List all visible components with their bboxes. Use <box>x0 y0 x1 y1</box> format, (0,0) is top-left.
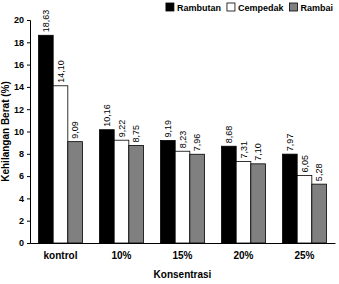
x-tick-label: kontrol <box>44 250 78 261</box>
bar <box>161 141 176 243</box>
y-tick-label: 6 <box>19 171 24 181</box>
y-tick-mark <box>27 243 30 244</box>
legend-swatch <box>166 3 174 11</box>
y-axis: 0 2 4 6 8 10 12 14 16 18 20 <box>14 15 31 248</box>
bar <box>39 35 54 243</box>
y-tick-mark <box>27 109 30 110</box>
y-tick-label: 2 <box>19 216 24 226</box>
bar <box>68 142 83 243</box>
bar <box>312 184 327 243</box>
y-tick-mark <box>27 154 30 155</box>
x-axis-line <box>31 243 336 244</box>
legend-label: Cempedak <box>238 3 285 13</box>
data-label: 8,23 <box>178 131 188 149</box>
x-axis-title: Konsentrasi <box>154 269 212 280</box>
bar <box>251 164 266 243</box>
x-tick: 20% <box>233 243 253 261</box>
bar <box>283 154 298 243</box>
bar-series <box>39 35 298 243</box>
data-label: 8,75 <box>131 125 141 143</box>
y-tick-label: 8 <box>19 149 24 159</box>
legend: Rambutan Cempedak Rambai <box>166 3 333 13</box>
y-tick-mark <box>27 20 30 21</box>
y-axis-line <box>27 21 31 244</box>
data-label: 7,10 <box>253 143 263 161</box>
bar <box>236 161 251 243</box>
y-tick: 6 <box>19 171 30 181</box>
legend-item: Rambutan <box>166 3 221 13</box>
y-tick-label: 20 <box>14 15 24 25</box>
bars <box>39 35 327 243</box>
bar-series <box>68 142 327 243</box>
data-label: 18,63 <box>41 10 51 33</box>
y-tick: 12 <box>14 105 30 115</box>
y-axis-title: Kehilangan Berat (%) <box>0 81 11 182</box>
x-tick-label: 10% <box>111 250 131 261</box>
data-label: 8,68 <box>224 126 234 144</box>
data-label: 10,16 <box>102 104 112 127</box>
bar <box>297 176 312 243</box>
x-tick-label: 25% <box>294 250 314 261</box>
y-tick-label: 4 <box>19 194 24 204</box>
y-tick-label: 16 <box>14 60 24 70</box>
y-tick-label: 12 <box>14 105 24 115</box>
y-tick-mark <box>27 221 30 222</box>
data-label: 14,10 <box>56 60 66 83</box>
y-tick-mark <box>27 132 30 133</box>
bar <box>100 130 115 243</box>
y-tick-mark <box>27 176 30 177</box>
x-tick: 25% <box>294 243 314 261</box>
y-tick: 10 <box>14 127 30 137</box>
y-tick-label: 10 <box>14 127 24 137</box>
legend-swatch <box>227 3 235 11</box>
data-label: 5,28 <box>314 164 324 182</box>
legend-label: Rambai <box>300 3 333 13</box>
x-tick: kontrol <box>44 243 78 261</box>
data-label: 7,97 <box>285 134 295 152</box>
data-labels: 18,63 10,16 9,19 8,68 7,97 14,10 9,22 8,23 7,31 6… <box>41 10 324 181</box>
y-tick: 2 <box>19 216 30 226</box>
x-tick-label: 20% <box>233 250 253 261</box>
bar <box>190 154 205 243</box>
bar <box>222 146 237 243</box>
y-tick-label: 14 <box>14 82 24 92</box>
data-label: 7,96 <box>192 134 202 152</box>
bar <box>129 145 144 243</box>
x-tick: 15% <box>172 243 192 261</box>
y-tick-label: 18 <box>14 38 24 48</box>
y-tick: 8 <box>19 149 30 159</box>
data-label: 9,22 <box>117 120 127 138</box>
y-tick: 16 <box>14 60 30 70</box>
y-tick: 20 <box>14 15 30 25</box>
bar <box>114 140 129 243</box>
legend-item: Rambai <box>289 3 333 13</box>
x-tick-label: 15% <box>172 250 192 261</box>
legend-item: Cempedak <box>227 3 285 13</box>
bar <box>175 151 190 243</box>
data-label: 9,19 <box>163 120 173 138</box>
x-axis: kontrol 10% 15% 20% 25% <box>31 243 336 261</box>
data-label: 6,05 <box>300 155 310 173</box>
y-tick-mark <box>27 42 30 43</box>
legend-label: Rambutan <box>177 3 221 13</box>
y-tick: 4 <box>19 194 30 204</box>
x-tick: 10% <box>111 243 131 261</box>
plot: 18,63 10,16 9,19 8,68 7,97 14,10 9,22 8,23 7,31 6… <box>14 10 336 261</box>
data-label: 9,09 <box>70 121 80 139</box>
y-tick-label: 0 <box>19 238 24 248</box>
y-tick-mark <box>27 198 30 199</box>
y-tick: 0 <box>19 238 30 248</box>
y-tick: 14 <box>14 82 30 92</box>
data-label: 7,31 <box>239 141 249 159</box>
chart: 18,63 10,16 9,19 8,68 7,97 14,10 9,22 8,23 7,31 6… <box>0 0 339 284</box>
y-tick-mark <box>27 87 30 88</box>
bar <box>53 86 68 243</box>
y-tick-mark <box>27 65 30 66</box>
legend-swatch <box>289 3 297 11</box>
y-tick: 18 <box>14 38 30 48</box>
bar-series <box>53 86 312 243</box>
